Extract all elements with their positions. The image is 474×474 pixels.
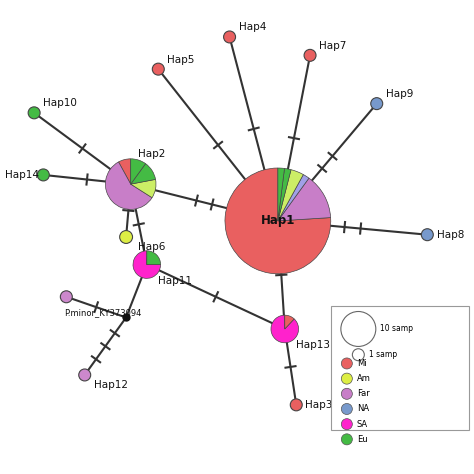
Text: Hap10: Hap10 <box>43 98 77 108</box>
Text: Mi: Mi <box>357 359 366 368</box>
Text: Hap11: Hap11 <box>158 276 192 286</box>
Circle shape <box>304 49 316 61</box>
Text: 10 samp: 10 samp <box>381 325 413 334</box>
Circle shape <box>341 434 352 445</box>
Wedge shape <box>285 315 294 329</box>
Text: Hap4: Hap4 <box>239 22 266 32</box>
Text: Eu: Eu <box>357 435 367 444</box>
Circle shape <box>224 31 236 43</box>
Circle shape <box>341 388 352 399</box>
Wedge shape <box>278 174 309 221</box>
Text: Hap6: Hap6 <box>137 242 165 252</box>
Text: Far: Far <box>357 389 370 398</box>
Circle shape <box>371 98 383 109</box>
Text: P.minor_KY373094: P.minor_KY373094 <box>64 308 141 317</box>
Wedge shape <box>105 162 152 210</box>
Circle shape <box>37 169 49 181</box>
Text: SA: SA <box>357 419 368 428</box>
Text: Hap14: Hap14 <box>5 170 39 180</box>
Circle shape <box>341 373 352 384</box>
Wedge shape <box>278 168 291 221</box>
Text: Hap12: Hap12 <box>94 380 128 390</box>
Text: NA: NA <box>357 404 369 413</box>
Wedge shape <box>131 159 146 184</box>
Circle shape <box>341 419 352 430</box>
Text: Hap7: Hap7 <box>319 41 346 51</box>
Text: Hap1: Hap1 <box>261 214 295 228</box>
Circle shape <box>60 291 73 303</box>
Wedge shape <box>133 251 161 278</box>
Wedge shape <box>118 159 131 184</box>
Text: Am: Am <box>357 374 371 383</box>
FancyBboxPatch shape <box>331 306 469 430</box>
Wedge shape <box>278 170 303 221</box>
Wedge shape <box>131 164 155 184</box>
Wedge shape <box>147 251 161 264</box>
Text: Hap13: Hap13 <box>296 340 330 350</box>
Circle shape <box>341 403 352 414</box>
Text: Hap3: Hap3 <box>305 400 333 410</box>
Circle shape <box>152 63 164 75</box>
Circle shape <box>79 369 91 381</box>
Wedge shape <box>278 168 284 221</box>
Circle shape <box>290 399 302 411</box>
Text: Hap8: Hap8 <box>437 230 464 240</box>
Wedge shape <box>131 179 156 198</box>
Circle shape <box>28 107 40 119</box>
Text: 1 samp: 1 samp <box>369 350 397 359</box>
Text: Hap2: Hap2 <box>137 149 165 159</box>
Text: Hap9: Hap9 <box>386 89 413 99</box>
Circle shape <box>341 358 352 369</box>
Text: Hap5: Hap5 <box>167 55 195 64</box>
Wedge shape <box>271 315 299 343</box>
Circle shape <box>119 230 133 244</box>
Wedge shape <box>225 168 331 274</box>
Circle shape <box>421 229 433 241</box>
Wedge shape <box>278 178 331 221</box>
